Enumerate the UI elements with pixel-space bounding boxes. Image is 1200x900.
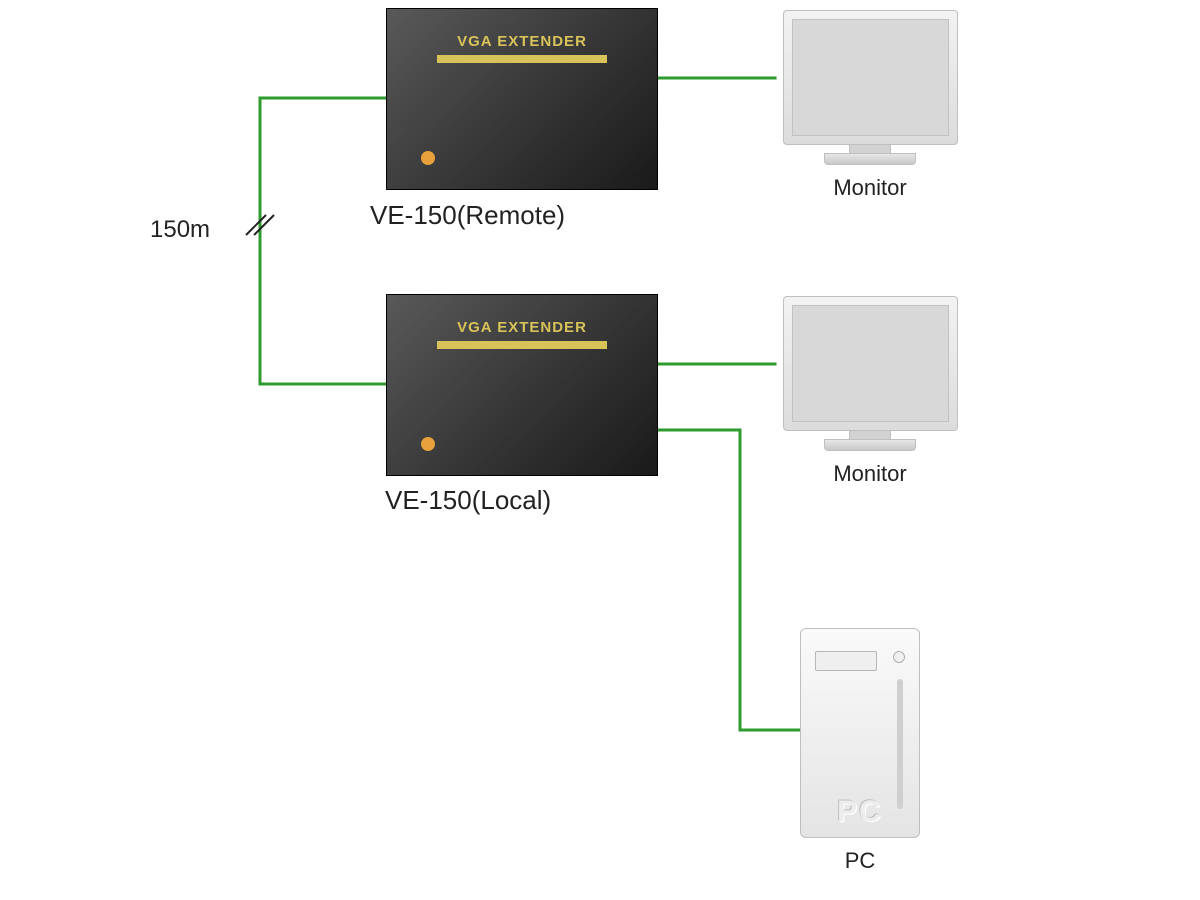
monitor-body [783, 10, 958, 145]
monitor-base [824, 153, 916, 165]
pc-drive-bay-icon [815, 651, 877, 671]
extender-remote: VGA EXTENDER [386, 8, 658, 190]
diagram-canvas: 150m VGA EXTENDER VE-150(Remote) VGA EXT… [0, 0, 1200, 900]
extender-remote-label: VE-150(Remote) [370, 200, 565, 231]
monitor-screen [792, 305, 949, 422]
extender-local: VGA EXTENDER [386, 294, 658, 476]
monitor-body [783, 296, 958, 431]
extender-local-label: VE-150(Local) [385, 485, 551, 516]
monitor-neck [849, 145, 891, 153]
monitor-top-label: Monitor [775, 175, 965, 201]
pc-body-text: PC [801, 795, 919, 829]
extender-led-icon [421, 437, 435, 451]
cable-break-mark [246, 215, 274, 235]
monitor-screen [792, 19, 949, 136]
extender-led-icon [421, 151, 435, 165]
distance-label: 150m [150, 216, 210, 244]
pc-label: PC [800, 848, 920, 874]
monitor-base [824, 439, 916, 451]
monitor-bottom: Monitor [775, 296, 965, 487]
pc-power-button-icon [893, 651, 905, 663]
extender-brand-underline [437, 341, 607, 349]
monitor-top: Monitor [775, 10, 965, 201]
monitor-bottom-label: Monitor [775, 461, 965, 487]
extender-brand-text: VGA EXTENDER [457, 319, 587, 336]
pc-tower: PC PC [800, 628, 920, 874]
extender-brand-text: VGA EXTENDER [457, 33, 587, 50]
pc-body: PC [800, 628, 920, 838]
pc-vent-icon [897, 679, 903, 809]
monitor-neck [849, 431, 891, 439]
extender-brand-underline [437, 55, 607, 63]
